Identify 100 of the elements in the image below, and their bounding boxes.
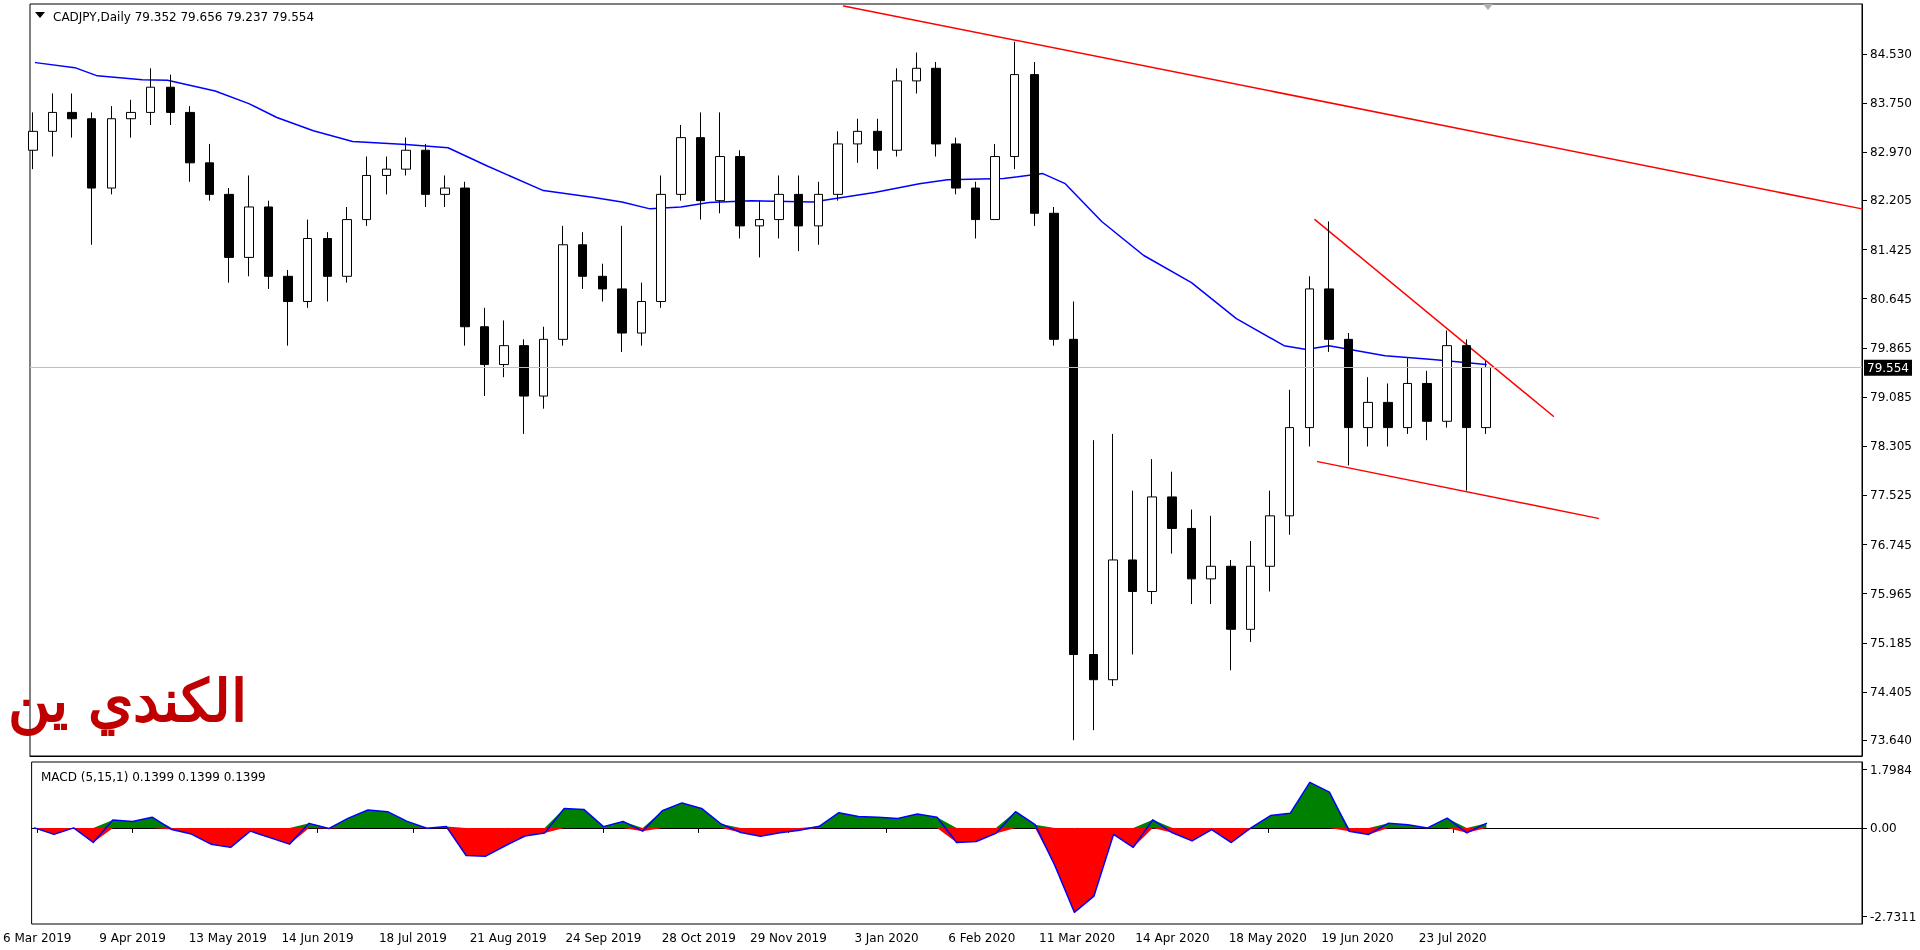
x-tick-label: 9 Apr 2019 bbox=[99, 931, 166, 945]
x-tick-label: 18 Jul 2019 bbox=[378, 931, 447, 945]
candlestick bbox=[1069, 301, 1078, 741]
text: MACD (5,15,1) 0.1399 0.1399 0.1399 bbox=[41, 770, 266, 784]
candlestick bbox=[1226, 559, 1236, 671]
candlestick bbox=[244, 174, 254, 277]
candlestick bbox=[755, 200, 764, 258]
x-tick-label: 14 Apr 2020 bbox=[1135, 931, 1210, 945]
text: CADJPY,Daily 79.352 79.656 79.237 79.554 bbox=[53, 10, 315, 24]
candlestick bbox=[1010, 41, 1019, 170]
ref-line-label: 79.554 bbox=[1867, 360, 1909, 375]
line-series bbox=[34, 61, 1487, 366]
candlestick bbox=[1403, 357, 1412, 435]
candlestick bbox=[1030, 61, 1039, 227]
y-tick-label: -2.7311 bbox=[1870, 909, 1917, 924]
candlestick bbox=[205, 143, 214, 202]
x-tick-label: 6 Feb 2020 bbox=[948, 931, 1016, 945]
candlestick bbox=[126, 99, 136, 139]
candlestick bbox=[480, 307, 489, 397]
candlestick bbox=[440, 174, 450, 208]
candlestick bbox=[833, 130, 843, 202]
y-tick-label: 74.405 bbox=[1870, 685, 1912, 700]
candlestick bbox=[87, 111, 96, 246]
candlestick bbox=[1147, 458, 1157, 605]
y-tick-label: 83.750 bbox=[1870, 95, 1912, 110]
y-tick-label: 81.425 bbox=[1870, 242, 1912, 257]
candlestick bbox=[323, 231, 332, 303]
candlestick bbox=[1167, 471, 1177, 555]
y-tick-label: 78.305 bbox=[1870, 439, 1912, 454]
y-tick-label: 79.085 bbox=[1870, 390, 1912, 405]
x-tick-label: 28 Oct 2019 bbox=[661, 931, 736, 945]
candlestick bbox=[578, 231, 587, 290]
y-tick-label: 75.185 bbox=[1870, 635, 1912, 650]
candlestick bbox=[990, 143, 1000, 221]
candlestick bbox=[1187, 509, 1196, 605]
candlestick bbox=[735, 149, 745, 239]
candlestick bbox=[853, 118, 862, 164]
candlestick bbox=[637, 282, 646, 347]
candlestick bbox=[617, 225, 627, 353]
candlestick bbox=[1108, 433, 1118, 687]
y-tick-label: 80.645 bbox=[1870, 291, 1912, 306]
y-tick-label: 82.970 bbox=[1870, 145, 1912, 160]
candlestick bbox=[460, 181, 470, 347]
candlestick bbox=[499, 319, 509, 378]
candlestick bbox=[1481, 360, 1491, 435]
candlestick bbox=[382, 156, 391, 195]
candlestick bbox=[146, 67, 155, 126]
candlestick bbox=[598, 263, 607, 303]
candlestick bbox=[264, 200, 273, 290]
candlestick bbox=[1363, 376, 1373, 447]
candlestick bbox=[1324, 220, 1334, 353]
candlestick bbox=[1246, 540, 1255, 643]
x-tick-label: 3 Jan 2020 bbox=[854, 931, 919, 945]
candlestick bbox=[1383, 382, 1393, 447]
y-tick-label: 1.7984 bbox=[1870, 762, 1912, 777]
candlestick bbox=[303, 219, 312, 309]
annotation: الكندي ين bbox=[8, 667, 248, 737]
candlestick bbox=[951, 137, 961, 195]
candlestick bbox=[362, 156, 371, 227]
candlestick bbox=[539, 326, 548, 410]
candlestick bbox=[971, 181, 980, 239]
x-tick-label: 18 May 2020 bbox=[1228, 931, 1307, 945]
candlestick bbox=[1206, 515, 1216, 605]
y-tick-label: 84.530 bbox=[1870, 46, 1912, 61]
line-series bbox=[33, 781, 1488, 914]
x-tick-label: 13 May 2019 bbox=[188, 931, 267, 945]
x-tick-label: 21 Aug 2019 bbox=[469, 931, 547, 945]
x-tick-label: 24 Sep 2019 bbox=[565, 931, 642, 945]
candlestick bbox=[1442, 330, 1452, 429]
candlestick bbox=[715, 111, 725, 214]
candlestick bbox=[519, 338, 529, 435]
candlestick bbox=[166, 74, 175, 126]
candlestick bbox=[224, 187, 234, 284]
x-tick-label: 29 Nov 2019 bbox=[750, 931, 827, 945]
candlestick bbox=[912, 52, 921, 95]
y-tick-label: 76.745 bbox=[1870, 537, 1912, 552]
y-tick-label: 82.205 bbox=[1870, 193, 1912, 208]
candlestick bbox=[873, 118, 882, 170]
candlestick bbox=[401, 137, 411, 176]
candlestick bbox=[107, 105, 116, 195]
y-tick-label: 0.00 bbox=[1870, 820, 1897, 835]
candlestick bbox=[1285, 389, 1294, 536]
x-tick-label: 23 Jul 2020 bbox=[1418, 931, 1487, 945]
x-tick-label: 6 Mar 2019 bbox=[3, 931, 72, 945]
candlestick bbox=[794, 174, 803, 252]
candlestick bbox=[656, 174, 666, 309]
y-tick-label: 75.965 bbox=[1870, 586, 1912, 601]
x-tick-label: 11 Mar 2020 bbox=[1039, 931, 1116, 945]
candlestick bbox=[676, 124, 686, 202]
candlestick bbox=[67, 93, 77, 139]
candlestick bbox=[892, 67, 902, 158]
y-tick-label: 73.640 bbox=[1870, 733, 1912, 748]
candlestick bbox=[1089, 439, 1098, 731]
candlestick bbox=[558, 225, 568, 347]
candlestick bbox=[185, 105, 195, 183]
y-tick-label: 77.525 bbox=[1870, 488, 1912, 503]
candlestick bbox=[774, 174, 784, 239]
candlestick bbox=[1265, 490, 1275, 592]
candlestick bbox=[48, 93, 57, 158]
candlestick bbox=[1128, 490, 1137, 656]
